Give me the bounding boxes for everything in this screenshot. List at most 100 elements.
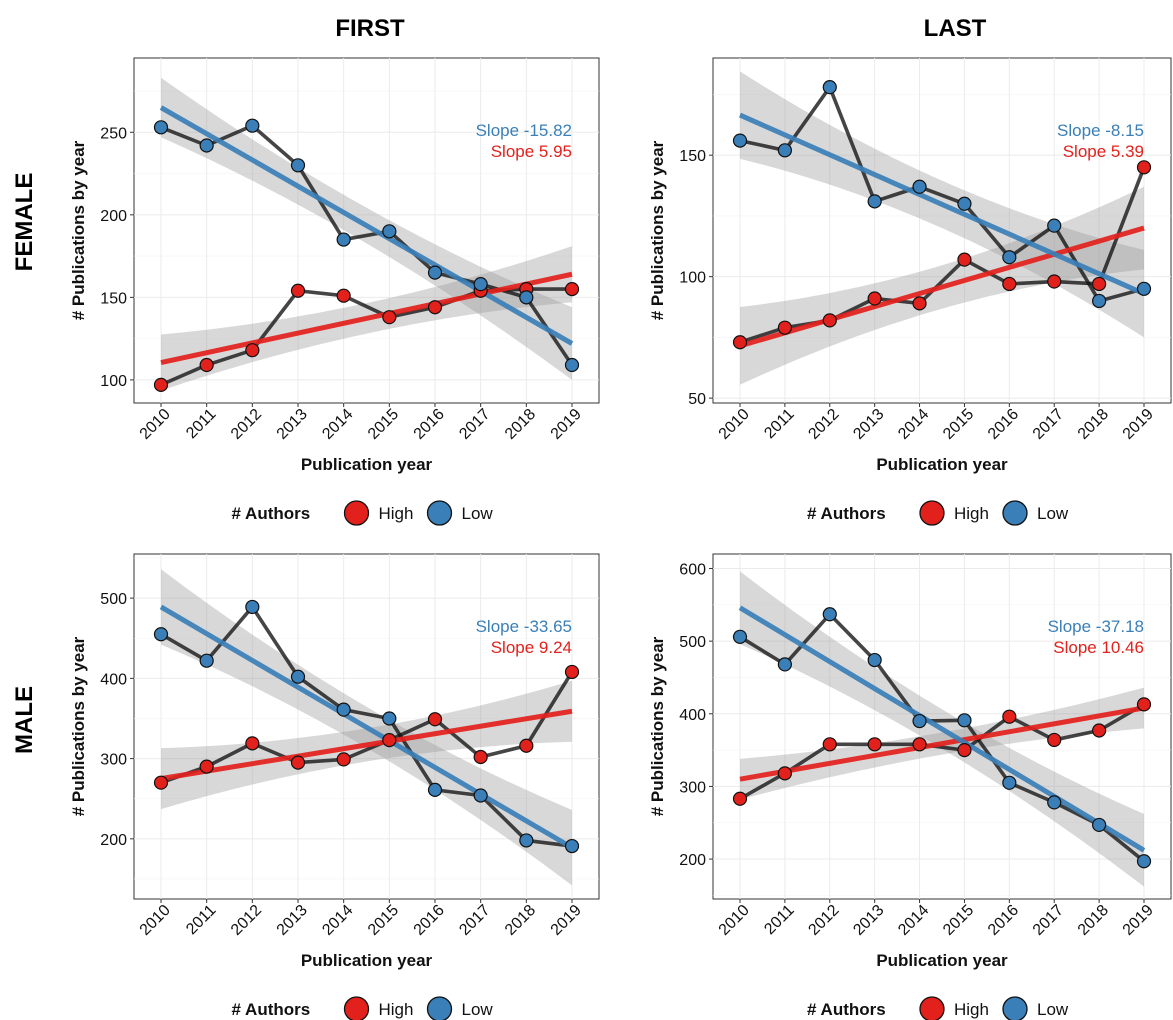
x-tick-label: 2012 xyxy=(228,406,265,443)
data-point-low xyxy=(732,133,748,148)
x-tick-label: 2010 xyxy=(716,902,753,939)
data-point-low xyxy=(957,196,972,211)
data-point-low xyxy=(427,265,443,280)
data-point-low xyxy=(153,627,169,642)
row-title-male: MALE xyxy=(11,686,38,754)
data-point-low xyxy=(732,629,748,644)
data-point-low xyxy=(473,277,488,292)
data-point-low xyxy=(777,143,792,158)
x-tick-label: 2011 xyxy=(761,902,797,938)
x-tick-label: 2011 xyxy=(183,902,219,938)
data-point-high xyxy=(777,320,792,335)
data-point-low xyxy=(957,713,972,728)
column-title-first: FIRST xyxy=(335,15,405,42)
y-tick-label: 400 xyxy=(100,671,127,688)
x-tick-label: 2010 xyxy=(137,902,174,939)
x-tick-label: 2019 xyxy=(1120,406,1157,443)
x-tick-label: 2012 xyxy=(805,406,842,443)
legend-label-low: Low xyxy=(462,1000,494,1019)
x-tick-label: 2019 xyxy=(548,406,585,443)
data-point-low xyxy=(777,657,792,672)
x-axis-title: Publication year xyxy=(301,951,433,970)
data-point-low xyxy=(1002,775,1017,790)
x-tick-label: 2019 xyxy=(1120,902,1157,939)
trend-line-high xyxy=(160,271,573,366)
data-point-high xyxy=(382,733,397,748)
data-point-high xyxy=(732,791,748,806)
column-title-last: LAST xyxy=(924,15,987,42)
x-tick-label: 2014 xyxy=(319,902,356,939)
x-tick-label: 2016 xyxy=(985,902,1022,939)
legend-title: # Authors xyxy=(232,1000,311,1019)
x-tick-label: 2019 xyxy=(548,902,585,939)
y-axis-title: # Publications by year xyxy=(648,140,667,320)
data-point-low xyxy=(245,599,260,615)
x-tick-label: 2013 xyxy=(274,902,311,939)
legend-label-high: High xyxy=(954,1000,989,1019)
slope-annotation-high: Slope 5.95 xyxy=(491,142,572,161)
data-point-low xyxy=(199,138,214,153)
row-title-female: FEMALE xyxy=(11,173,38,272)
trend-line-low xyxy=(159,604,574,850)
data-point-high xyxy=(867,737,882,752)
x-tick-label: 2017 xyxy=(456,406,493,443)
y-axis-title: # Publications by year xyxy=(69,140,88,320)
slope-annotation-low: Slope -15.82 xyxy=(476,121,572,140)
legend: # Authors High Low xyxy=(807,996,1069,1020)
data-point-low xyxy=(519,290,534,305)
legend-label-low: Low xyxy=(462,504,494,523)
y-tick-label: 50 xyxy=(688,391,706,408)
data-point-high xyxy=(1002,709,1017,724)
slope-annotation-high: Slope 5.39 xyxy=(1063,142,1144,161)
data-point-low xyxy=(519,833,534,848)
legend-label-low: Low xyxy=(1037,504,1069,523)
trend-line-high xyxy=(739,705,1145,782)
data-point-high xyxy=(245,736,260,751)
data-point-high xyxy=(290,755,306,770)
data-point-high xyxy=(427,712,443,727)
data-point-high xyxy=(912,737,927,752)
legend-key-low xyxy=(1002,500,1028,526)
data-line-low xyxy=(738,612,1146,864)
legend-key-low xyxy=(426,996,453,1020)
trend-line-low xyxy=(738,112,1146,296)
x-tick-label: 2018 xyxy=(1075,902,1112,939)
data-line-low xyxy=(159,605,574,848)
data-point-high xyxy=(957,743,972,758)
plot-background xyxy=(133,57,600,404)
data-point-low xyxy=(1136,281,1152,296)
data-point-high xyxy=(822,313,837,328)
x-tick-label: 2015 xyxy=(365,902,402,939)
data-point-high xyxy=(245,343,260,358)
x-tick-label: 2013 xyxy=(850,902,887,939)
data-point-low xyxy=(199,653,214,668)
x-tick-label: 2017 xyxy=(1030,902,1067,939)
legend-label-high: High xyxy=(379,1000,414,1019)
data-point-low xyxy=(245,118,260,133)
legend-key-low xyxy=(426,500,453,526)
data-point-low xyxy=(382,224,397,239)
y-tick-label: 500 xyxy=(100,591,127,608)
confidence-band-low xyxy=(161,77,572,380)
x-axis-title: Publication year xyxy=(876,951,1008,970)
data-point-high xyxy=(1047,732,1062,748)
x-tick-label: 2014 xyxy=(895,902,932,939)
legend-label-low: Low xyxy=(1037,1000,1069,1019)
x-tick-label: 2012 xyxy=(805,902,842,939)
data-point-high xyxy=(199,759,214,774)
data-point-low xyxy=(912,713,927,729)
legend-title: # Authors xyxy=(807,1000,886,1019)
slope-annotation-low: Slope -37.18 xyxy=(1048,617,1144,636)
x-tick-label: 2011 xyxy=(183,406,219,442)
plot-background xyxy=(712,57,1172,404)
x-tick-label: 2018 xyxy=(502,406,539,443)
y-tick-label: 100 xyxy=(100,373,127,390)
legend: # Authors High Low xyxy=(807,500,1069,526)
y-tick-label: 100 xyxy=(679,270,706,287)
data-point-high xyxy=(1136,160,1152,175)
legend: # Authors High Low xyxy=(232,996,494,1020)
slope-annotation-low: Slope -33.65 xyxy=(476,617,572,636)
data-point-low xyxy=(1136,854,1152,869)
